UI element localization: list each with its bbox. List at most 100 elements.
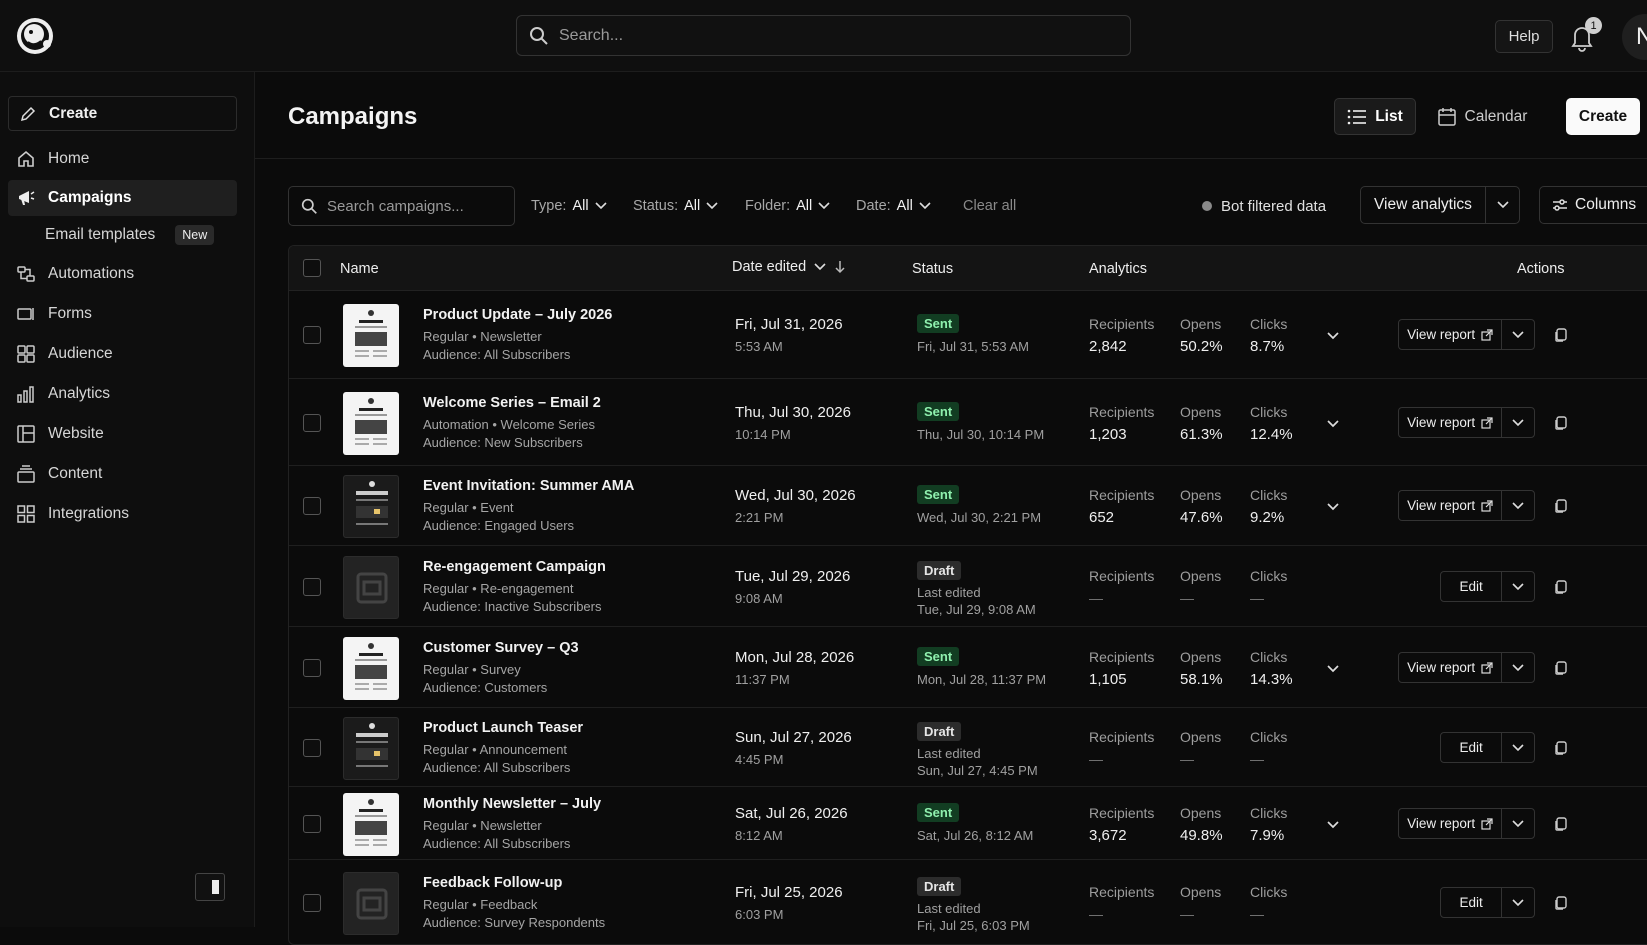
- header-status: Status: [912, 261, 954, 277]
- create-campaign-button[interactable]: Create: [1566, 98, 1640, 135]
- email-thumbnail[interactable]: [343, 556, 399, 619]
- expand-chevron-icon[interactable]: [1325, 415, 1341, 431]
- sidebar-item-website[interactable]: Website: [8, 416, 237, 452]
- table-row[interactable]: Product Update – July 2026 Regular • News…: [289, 291, 1647, 379]
- global-search[interactable]: [516, 15, 1131, 56]
- help-button[interactable]: Help: [1495, 20, 1553, 53]
- email-thumbnail[interactable]: [343, 392, 399, 455]
- edit-button[interactable]: Edit: [1441, 572, 1503, 601]
- table-row[interactable]: Feedback Follow-up Regular • Feedback Audi…: [289, 860, 1647, 944]
- view-report-button[interactable]: View report: [1399, 320, 1503, 349]
- sidebar-collapse-button[interactable]: [195, 873, 225, 901]
- email-thumbnail[interactable]: [343, 793, 399, 856]
- campaign-name[interactable]: Customer Survey – Q3: [423, 640, 579, 656]
- actions-dropdown[interactable]: [1502, 898, 1534, 907]
- table-row[interactable]: Customer Survey – Q3 Regular • Survey Audi…: [289, 627, 1647, 708]
- table-row[interactable]: Welcome Series – Email 2 Automation • Wel…: [289, 379, 1647, 466]
- table-row[interactable]: Product Launch Teaser Regular • Announcem…: [289, 708, 1647, 787]
- sidebar-item-audience[interactable]: Audience: [8, 336, 237, 372]
- campaign-name[interactable]: Product Launch Teaser: [423, 720, 584, 736]
- header-name[interactable]: Name: [340, 261, 379, 277]
- view-report-button[interactable]: View report: [1399, 491, 1503, 520]
- row-checkbox[interactable]: [303, 739, 321, 757]
- duplicate-icon[interactable]: [1553, 327, 1569, 343]
- view-report-button[interactable]: View report: [1399, 408, 1503, 437]
- row-checkbox[interactable]: [303, 659, 321, 677]
- date-filter[interactable]: Date: All: [856, 186, 931, 226]
- sidebar-item-automations[interactable]: Automations: [8, 256, 237, 292]
- header-date-edited[interactable]: Date edited: [732, 259, 846, 275]
- mailchimp-logo-icon[interactable]: [14, 14, 56, 58]
- campaign-search-input[interactable]: [327, 197, 507, 215]
- list-view-button[interactable]: List: [1334, 98, 1416, 135]
- sidebar-item-home[interactable]: Home: [8, 141, 237, 177]
- row-checkbox[interactable]: [303, 414, 321, 432]
- actions-dropdown[interactable]: [1502, 819, 1534, 828]
- automations-icon: [17, 266, 35, 282]
- sidebar-item-forms[interactable]: Forms: [8, 296, 237, 332]
- duplicate-icon[interactable]: [1553, 579, 1569, 595]
- actions-dropdown[interactable]: [1502, 743, 1534, 752]
- folder-filter[interactable]: Folder: All: [745, 186, 830, 226]
- opens-value: 58.1%: [1180, 671, 1223, 688]
- sidebar-item-analytics[interactable]: Analytics: [8, 376, 237, 412]
- campaign-search[interactable]: [288, 186, 515, 226]
- calendar-view-button[interactable]: Calendar: [1423, 98, 1541, 135]
- view-report-button[interactable]: View report: [1399, 809, 1503, 838]
- expand-chevron-icon[interactable]: [1325, 660, 1341, 676]
- row-checkbox[interactable]: [303, 894, 321, 912]
- bot-filtered-toggle[interactable]: Bot filtered data: [1202, 186, 1326, 226]
- edit-button-group: Edit: [1440, 732, 1535, 763]
- email-thumbnail[interactable]: [343, 872, 399, 935]
- avatar[interactable]: N: [1622, 14, 1647, 60]
- row-checkbox[interactable]: [303, 326, 321, 344]
- duplicate-icon[interactable]: [1553, 895, 1569, 911]
- email-thumbnail[interactable]: [343, 475, 399, 538]
- sidebar-item-integrations[interactable]: Integrations: [8, 496, 237, 532]
- campaign-name[interactable]: Re-engagement Campaign: [423, 559, 606, 575]
- sidebar-item-content[interactable]: Content: [8, 456, 237, 492]
- email-thumbnail[interactable]: [343, 717, 399, 780]
- select-all-checkbox[interactable]: [303, 259, 321, 277]
- edit-button[interactable]: Edit: [1441, 733, 1503, 762]
- actions-dropdown[interactable]: [1502, 663, 1534, 672]
- duplicate-icon[interactable]: [1553, 660, 1569, 676]
- email-thumbnail[interactable]: [343, 304, 399, 367]
- view-analytics-button[interactable]: View analytics: [1360, 186, 1520, 224]
- sidebar-create-button[interactable]: Create: [8, 96, 237, 131]
- expand-chevron-icon[interactable]: [1325, 498, 1341, 514]
- actions-dropdown[interactable]: [1502, 418, 1534, 427]
- table-row[interactable]: Monthly Newsletter – July Regular • Newsl…: [289, 787, 1647, 860]
- table-row[interactable]: Event Invitation: Summer AMA Regular • Ev…: [289, 466, 1647, 546]
- global-search-input[interactable]: [559, 26, 1099, 45]
- campaign-name[interactable]: Feedback Follow-up: [423, 875, 563, 891]
- sidebar-item-email-templates[interactable]: Email templates New: [8, 217, 237, 253]
- actions-dropdown[interactable]: [1502, 330, 1534, 339]
- table-row[interactable]: Re-engagement Campaign Regular • Re-engag…: [289, 546, 1647, 627]
- duplicate-icon[interactable]: [1553, 415, 1569, 431]
- email-thumbnail[interactable]: [343, 637, 399, 700]
- view-report-button[interactable]: View report: [1399, 653, 1503, 682]
- campaign-name[interactable]: Product Update – July 2026: [423, 307, 613, 323]
- campaign-name[interactable]: Welcome Series – Email 2: [423, 395, 601, 411]
- expand-chevron-icon[interactable]: [1325, 816, 1341, 832]
- view-analytics-dropdown[interactable]: [1486, 201, 1519, 209]
- campaign-name[interactable]: Monthly Newsletter – July: [423, 796, 602, 812]
- duplicate-icon[interactable]: [1553, 740, 1569, 756]
- actions-dropdown[interactable]: [1502, 501, 1534, 510]
- status-filter[interactable]: Status: All: [633, 186, 718, 226]
- columns-button[interactable]: Columns: [1539, 186, 1647, 224]
- row-checkbox[interactable]: [303, 578, 321, 596]
- duplicate-icon[interactable]: [1553, 498, 1569, 514]
- sidebar-item-campaigns[interactable]: Campaigns: [8, 180, 237, 216]
- actions-dropdown[interactable]: [1502, 582, 1534, 591]
- edit-button[interactable]: Edit: [1441, 888, 1503, 917]
- row-checkbox[interactable]: [303, 815, 321, 833]
- row-checkbox[interactable]: [303, 497, 321, 515]
- duplicate-icon[interactable]: [1553, 816, 1569, 832]
- type-filter[interactable]: Type: All: [531, 186, 607, 226]
- campaign-name[interactable]: Event Invitation: Summer AMA: [423, 478, 635, 494]
- expand-chevron-icon[interactable]: [1325, 327, 1341, 343]
- header-analytics: Analytics: [1089, 261, 1148, 277]
- clear-all-button[interactable]: Clear all: [963, 198, 1017, 214]
